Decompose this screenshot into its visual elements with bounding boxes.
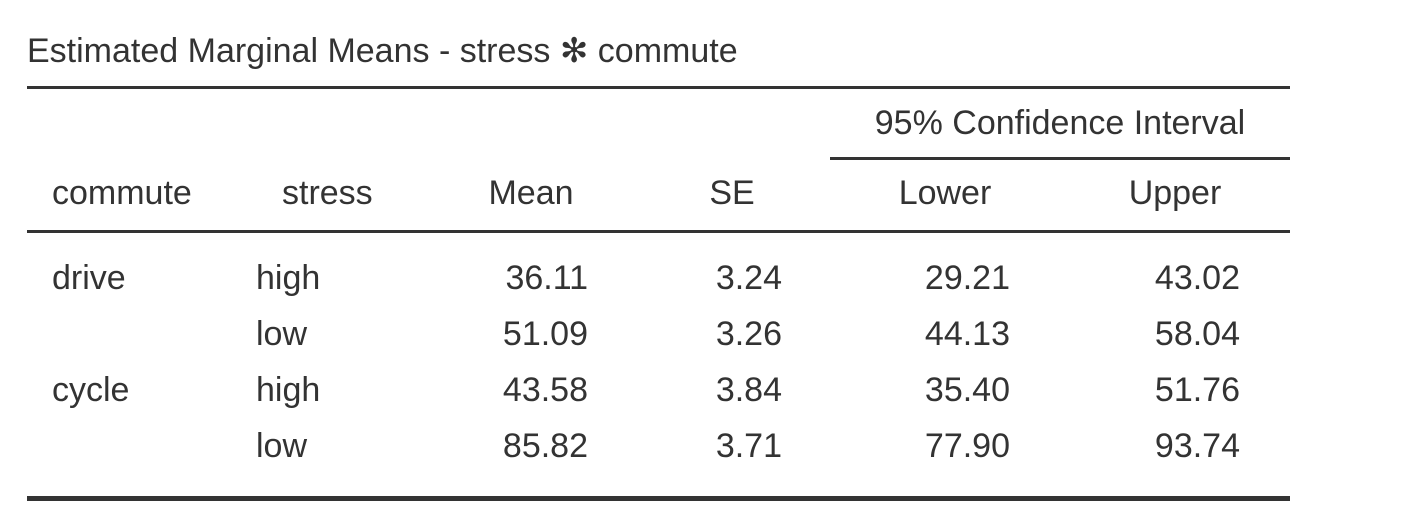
cell-se: 3.71 [715, 427, 782, 465]
bottom-rule [27, 496, 1290, 501]
confidence-interval-rule [830, 157, 1290, 160]
cell-se: 3.84 [715, 371, 782, 409]
column-header-mean: Mean [488, 174, 574, 212]
column-header-upper: Upper [1128, 174, 1222, 212]
column-header-lower: Lower [898, 174, 992, 212]
column-header-commute: commute [52, 174, 192, 212]
cell-stress: high [256, 259, 321, 297]
cell-lower: 44.13 [924, 315, 1010, 353]
confidence-interval-header: 95% Confidence Interval [874, 104, 1246, 142]
cell-stress: high [256, 371, 321, 409]
cell-lower: 77.90 [924, 427, 1010, 465]
column-header-se: SE [709, 174, 755, 212]
header-rule [27, 230, 1290, 233]
cell-commute: drive [52, 259, 126, 297]
cell-mean: 43.58 [502, 371, 588, 409]
cell-upper: 93.74 [1154, 427, 1240, 465]
cell-mean: 36.11 [505, 259, 588, 297]
cell-mean: 85.82 [502, 427, 588, 465]
cell-stress: low [256, 427, 308, 465]
cell-se: 3.26 [715, 315, 782, 353]
cell-upper: 58.04 [1154, 315, 1240, 353]
table-title: Estimated Marginal Means - stress ✻ comm… [27, 32, 738, 70]
column-header-stress: stress [282, 174, 373, 212]
cell-mean: 51.09 [502, 315, 588, 353]
cell-lower: 35.40 [924, 371, 1010, 409]
cell-se: 3.24 [715, 259, 782, 297]
cell-upper: 51.76 [1154, 371, 1240, 409]
cell-commute: cycle [52, 371, 130, 409]
cell-upper: 43.02 [1154, 259, 1240, 297]
cell-stress: low [256, 315, 308, 353]
cell-lower: 29.21 [924, 259, 1010, 297]
top-rule [27, 86, 1290, 89]
